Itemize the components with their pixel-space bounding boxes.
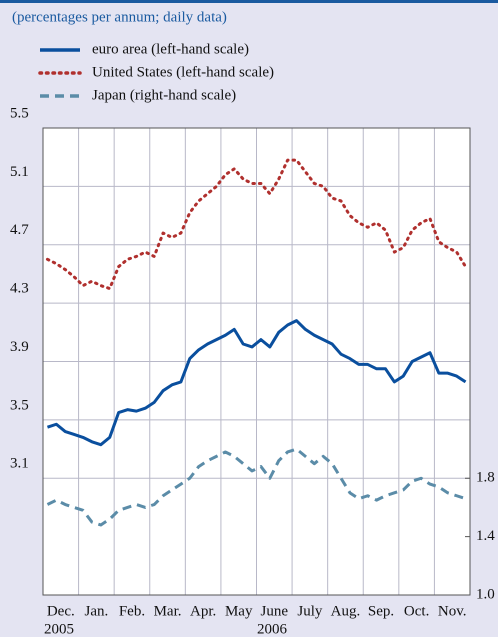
x-tick-label: Nov. bbox=[438, 603, 467, 619]
y-tick-label: 4.7 bbox=[10, 222, 29, 238]
series-line bbox=[46, 447, 467, 527]
y-tick-label: 3.1 bbox=[10, 456, 29, 472]
top-rule bbox=[0, 0, 498, 3]
y2-tick-label: 1.8 bbox=[476, 470, 495, 486]
y2-tick-label: 1.0 bbox=[476, 586, 495, 602]
x-tick-label: Sep. bbox=[368, 603, 394, 619]
x-tick-label: June bbox=[261, 603, 289, 619]
x-tick-label: Oct. bbox=[404, 603, 429, 619]
y-tick-label: 5.5 bbox=[10, 105, 29, 121]
y-tick-label: 3.5 bbox=[10, 397, 29, 413]
series-line bbox=[45, 158, 468, 291]
x-tick-label: Apr. bbox=[190, 603, 216, 619]
x-tick-label: July bbox=[297, 603, 323, 619]
x-tick-label: Feb. bbox=[119, 603, 145, 619]
legend-label: Japan (right-hand scale) bbox=[92, 87, 236, 103]
subtitle: (percentages per annum; daily data) bbox=[12, 9, 227, 25]
x-tick-label: Jan. bbox=[85, 603, 109, 619]
legend-label: United States (left-hand scale) bbox=[92, 64, 274, 80]
y2-tick-label: 1.4 bbox=[476, 528, 495, 544]
y-tick-label: 3.9 bbox=[10, 339, 29, 355]
year-label: 2005 bbox=[44, 621, 74, 637]
x-tick-label: Aug. bbox=[331, 603, 361, 619]
series-line bbox=[46, 319, 467, 447]
y-tick-label: 5.1 bbox=[10, 164, 29, 180]
x-tick-label: Mar. bbox=[154, 603, 182, 619]
year-label: 2006 bbox=[257, 621, 288, 637]
x-tick-label: Dec. bbox=[47, 603, 75, 619]
x-tick-label: May bbox=[225, 603, 253, 619]
y-tick-label: 4.3 bbox=[10, 281, 29, 297]
legend-label: euro area (left-hand scale) bbox=[92, 41, 249, 57]
plot-frame bbox=[42, 127, 471, 596]
